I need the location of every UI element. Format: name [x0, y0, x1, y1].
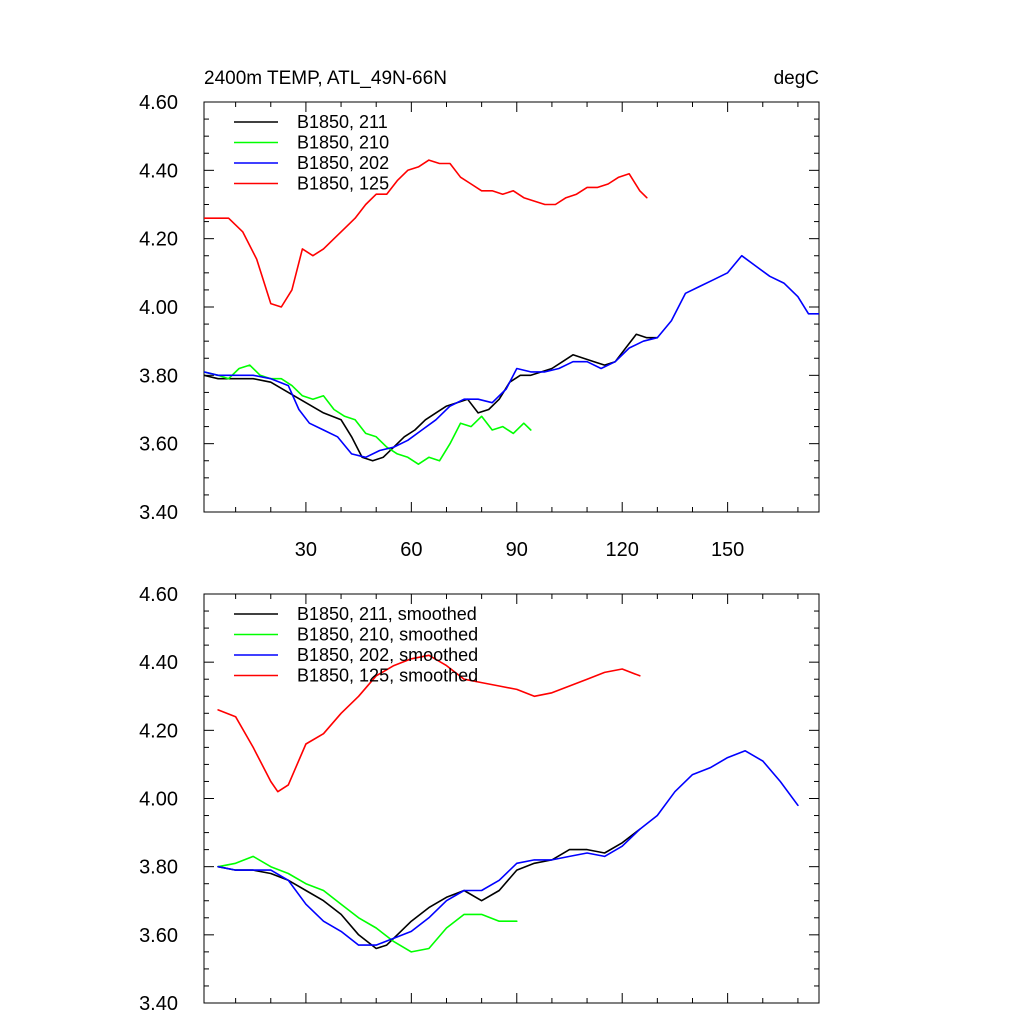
- x-tick-label: 120: [606, 539, 639, 561]
- legend-label-1: B1850, 211: [297, 112, 388, 132]
- series-line-4: [217, 654, 641, 793]
- x-tick-label: 30: [295, 539, 317, 561]
- y-tick-label: 4.40: [139, 652, 178, 674]
- series-line-3: [217, 749, 799, 946]
- chart-units: degC: [774, 68, 819, 89]
- series-group: [217, 654, 799, 953]
- legend-label-3: B1850, 202: [297, 153, 389, 173]
- y-tick-label: 3.40: [139, 502, 178, 524]
- y-tick-label: 3.80: [139, 857, 178, 879]
- y-tick-label: 4.00: [139, 297, 178, 319]
- y-tick-label: 4.20: [139, 720, 178, 742]
- y-tick-label: 3.80: [139, 365, 178, 387]
- chart-title: 2400m TEMP, ATL_49N-66N: [204, 68, 447, 89]
- y-tick-label: 3.40: [139, 993, 178, 1015]
- chart-panel-2: 3.40 3.60 3.80 4.00 4.20 4.40 4.60 B1850, 211, …: [139, 584, 820, 1015]
- x-tick-label: 60: [400, 539, 422, 561]
- legend-label-1: B1850, 211, smoothed: [297, 604, 477, 624]
- y-tick-label: 4.20: [139, 229, 178, 251]
- x-tick-label: 150: [711, 539, 744, 561]
- legend-label-3: B1850, 202, smoothed: [297, 645, 478, 665]
- series-line-2: [217, 855, 518, 953]
- y-tick-label: 4.40: [139, 160, 178, 182]
- series-line-1: [217, 828, 641, 950]
- series-group: [204, 159, 819, 466]
- legend-label-2: B1850, 210, smoothed: [297, 625, 478, 645]
- y-tick-label: 3.60: [139, 434, 178, 456]
- legend-label-4: B1850, 125: [297, 174, 389, 194]
- legend-label-4: B1850, 125, smoothed: [297, 666, 478, 686]
- series-line-3: [204, 254, 819, 459]
- y-tick-label: 4.00: [139, 789, 178, 811]
- y-tick-label: 3.60: [139, 925, 178, 947]
- y-tick-label: 4.60: [139, 92, 178, 114]
- series-line-4: [204, 159, 648, 308]
- series-line-1: [204, 333, 659, 462]
- series-line-2: [204, 364, 532, 466]
- chart-panel-1: 3.40 3.60 3.80 4.00 4.20 4.40 4.60 30 60 90 120 150…: [139, 68, 820, 561]
- legend-label-2: B1850, 210: [297, 133, 389, 153]
- y-tick-label: 4.60: [139, 584, 178, 606]
- x-tick-label: 90: [506, 539, 528, 561]
